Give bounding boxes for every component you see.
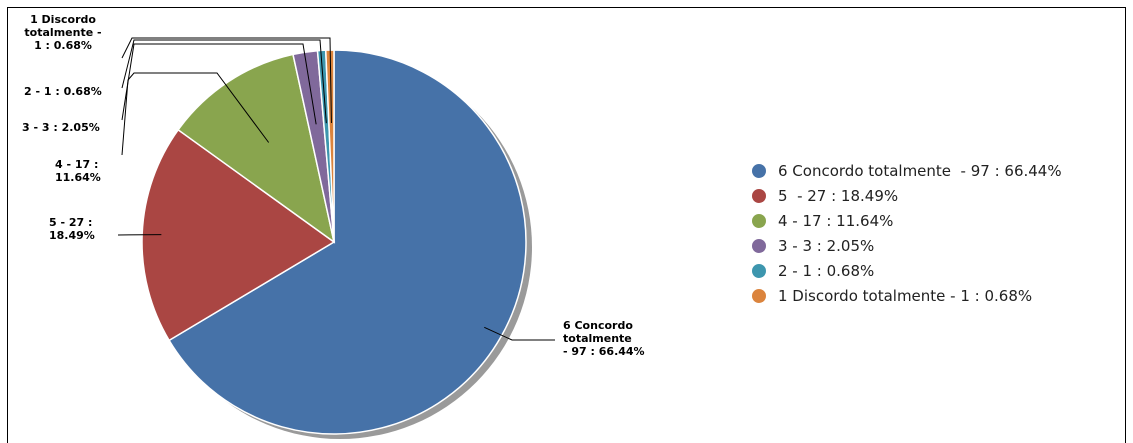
- callout-leader-3: [121, 72, 270, 156]
- pie-slice-2: [141, 128, 336, 342]
- callout-label-line: 2 - 1 : 0.68%: [24, 85, 102, 98]
- pie-slices: [141, 49, 527, 435]
- callout-leader-4: [121, 43, 317, 125]
- legend-swatch-3: [752, 214, 766, 228]
- callout-label-3: 4 - 17 :11.64%: [55, 158, 101, 184]
- legend-label-3: 4 - 17 : 11.64%: [778, 212, 893, 230]
- callout-label-line: totalmente: [563, 332, 632, 345]
- callout-label-line: 11.64%: [55, 171, 101, 184]
- callout-labels: 6 Concordo totalmente - 97 : 66.44% 5 - 27 …: [22, 13, 645, 358]
- callout-leader-1: [484, 326, 555, 341]
- callout-label-line: 4 - 17 :: [55, 158, 98, 171]
- pie-slice-1: [168, 49, 527, 435]
- callout-label-line: 18.49%: [49, 229, 95, 242]
- pie-slice-3: [177, 53, 336, 244]
- legend-label-2: 5 - 27 : 18.49%: [778, 187, 898, 205]
- callout-label-4: 3 - 3 : 2.05%: [22, 121, 100, 134]
- legend-swatch-2: [752, 189, 766, 203]
- callout-leader-5: [121, 39, 327, 124]
- callout-label-line: 5 - 27 :: [49, 216, 92, 229]
- callout-label-line: 1 : 0.68%: [34, 39, 92, 52]
- callout-label-line: - 97 : 66.44%: [563, 345, 645, 358]
- legend-label-1: 6 Concordo totalmente - 97 : 66.44%: [778, 162, 1062, 180]
- legend-swatch-4: [752, 239, 766, 253]
- callout-label-2: 5 - 27 :18.49%: [49, 216, 95, 242]
- legend-swatch-6: [752, 289, 766, 303]
- legend-swatch-1: [752, 164, 766, 178]
- chart-frame: [7, 7, 1126, 443]
- callout-label-5: 2 - 1 : 0.68%: [24, 85, 102, 98]
- callout-label-line: totalmente -: [24, 26, 101, 39]
- legend: 6 Concordo totalmente - 97 : 66.44% 5 - 2…: [752, 162, 1062, 305]
- legend-label-5: 2 - 1 : 0.68%: [778, 262, 874, 280]
- callout-label-6: 1 Discordo totalmente -1 : 0.68%: [24, 13, 101, 52]
- callout-leaders: [117, 37, 555, 341]
- callout-label-line: 6 Concordo: [563, 319, 633, 332]
- legend-label-6: 1 Discordo totalmente - 1 : 0.68%: [778, 287, 1032, 305]
- callout-label-1: 6 Concordo totalmente - 97 : 66.44%: [563, 319, 645, 358]
- legend-swatch-5: [752, 264, 766, 278]
- callout-label-line: 1 Discordo: [30, 13, 96, 26]
- legend-label-4: 3 - 3 : 2.05%: [778, 237, 874, 255]
- callout-leader-6: [121, 37, 332, 123]
- callout-label-line: 3 - 3 : 2.05%: [22, 121, 100, 134]
